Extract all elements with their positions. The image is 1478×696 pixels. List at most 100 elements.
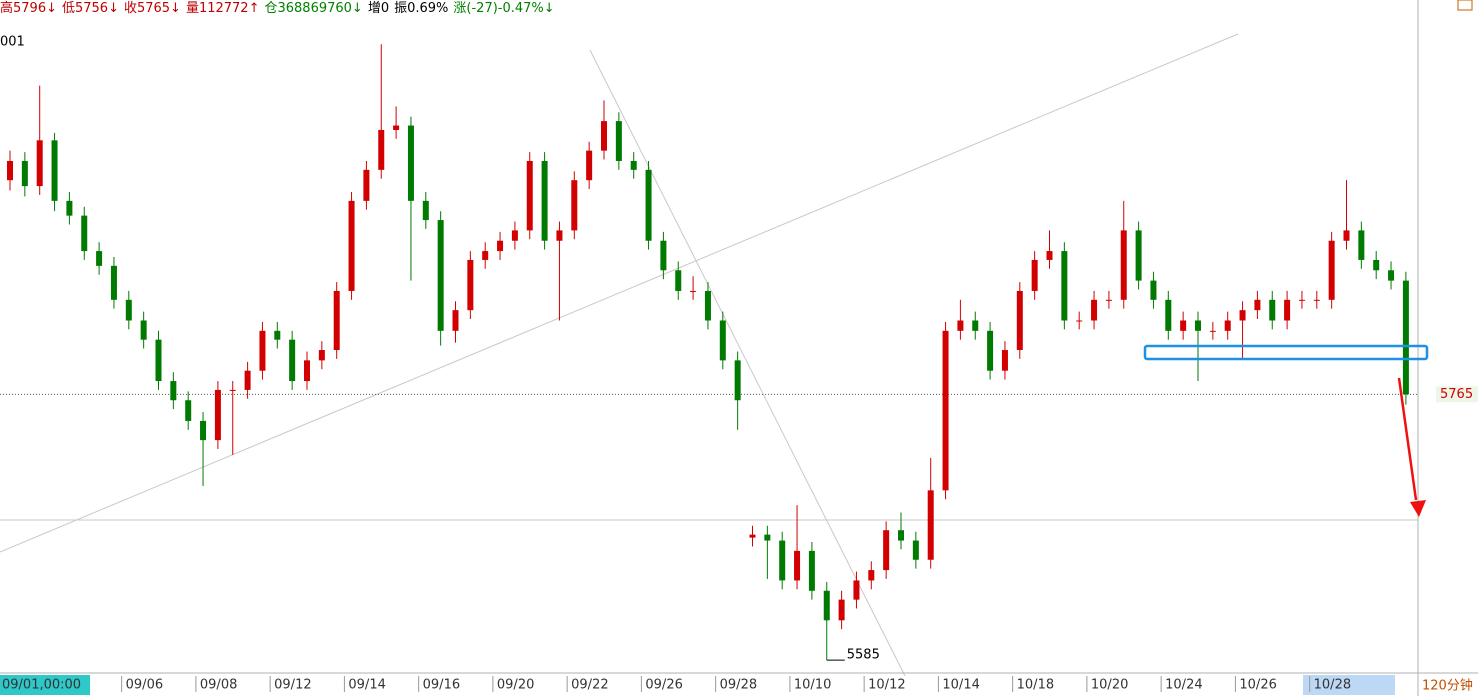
candle-body <box>21 160 28 187</box>
period-label[interactable]: 120分钟 <box>1422 678 1473 694</box>
candle-body <box>690 290 697 292</box>
stat: 收5765↓ <box>124 1 181 16</box>
candle-body <box>140 320 147 340</box>
stats-bar: 高5796↓ 低5756↓ 收5765↓ 量112772↑ 仓368869760↓ 增0 振… <box>0 0 555 16</box>
candle-body <box>1135 230 1142 281</box>
candle-body <box>348 200 355 291</box>
candle-body <box>526 160 533 231</box>
candle-body <box>289 339 296 382</box>
candle-body <box>1209 330 1216 332</box>
candle-body <box>407 125 414 201</box>
candle-body <box>1091 299 1098 321</box>
candle-body <box>125 299 132 321</box>
candle-body <box>1076 320 1083 322</box>
stat: 振0.69% <box>394 1 448 16</box>
min-label: 5585 <box>847 648 880 663</box>
x-tick-label: 09/12 <box>274 678 311 693</box>
x-tick-label: 10/12 <box>868 678 905 693</box>
stat: 仓368869760↓ <box>264 1 362 16</box>
candle-body <box>1016 290 1023 351</box>
candle-body <box>942 330 949 491</box>
candle-body <box>1358 230 1365 260</box>
candle-body <box>1105 299 1112 301</box>
date-highlight <box>1303 675 1395 695</box>
x-tick-label: 10/24 <box>1165 678 1202 693</box>
candle-body <box>274 330 281 340</box>
candle-body <box>437 220 444 331</box>
stat: 量112772↑ <box>186 1 260 16</box>
corner-label: 001 <box>0 35 25 50</box>
x-tick-label: 09/16 <box>423 678 460 693</box>
candle-body <box>185 400 192 421</box>
candle-body <box>66 200 73 216</box>
highlight-box <box>1143 344 1429 361</box>
candle-body <box>1239 310 1246 321</box>
x-tick-label: 10/18 <box>1017 678 1054 693</box>
candle-body <box>987 330 994 371</box>
candle-body <box>764 534 771 541</box>
candle-body <box>214 389 221 441</box>
x-tick-label: 10/28 <box>1314 678 1351 693</box>
candle-body <box>1343 230 1350 241</box>
panel-icon[interactable] <box>1457 0 1473 11</box>
candle-body <box>794 550 801 581</box>
candle-body <box>898 530 904 541</box>
candle-body <box>200 420 207 441</box>
candle-body <box>1313 299 1320 301</box>
trend-line <box>0 33 1239 553</box>
candle-body <box>1180 320 1187 331</box>
candle-body <box>333 290 340 351</box>
candle-body <box>96 251 103 266</box>
candle-body <box>571 180 578 231</box>
candle-body <box>586 150 593 181</box>
arrow-shaft <box>1397 377 1418 501</box>
candle-body <box>660 240 667 271</box>
cursor-date-highlight <box>0 675 90 695</box>
candle-body <box>675 270 682 291</box>
candle-body <box>1328 240 1335 300</box>
candle-body <box>229 389 236 391</box>
x-tick-label: 10/20 <box>1091 678 1128 693</box>
x-tick-label: 10/10 <box>794 678 831 693</box>
candle-body <box>1388 270 1395 281</box>
candle-body <box>556 230 563 241</box>
candle-body <box>1150 280 1157 300</box>
candle-body <box>704 290 711 321</box>
candle-body <box>259 330 266 371</box>
candle-body <box>883 530 890 571</box>
stat: 高5796↓ <box>0 0 57 16</box>
candle-body <box>155 339 162 382</box>
last-price-tag <box>1436 386 1478 403</box>
candle-body <box>630 160 637 170</box>
x-tick-label: 09/22 <box>571 678 608 693</box>
candle-body <box>541 160 548 241</box>
candle-body <box>912 540 919 560</box>
candle-body <box>779 540 786 581</box>
candle-body <box>927 490 934 560</box>
candle-body <box>1061 251 1068 321</box>
candle-body <box>601 121 607 151</box>
candle-body <box>823 590 830 621</box>
candle-body <box>36 140 43 187</box>
candle-body <box>318 350 325 361</box>
candle-body <box>51 140 58 201</box>
candle-body <box>110 265 117 300</box>
candle-body <box>81 215 88 252</box>
x-tick-label: 09/14 <box>348 678 385 693</box>
x-tick-label: 09/01,00:00 <box>2 678 81 693</box>
candle-body <box>719 320 726 361</box>
trend-line <box>589 49 906 677</box>
candle-body <box>1046 251 1053 260</box>
candle-body <box>1284 299 1291 321</box>
x-tick-label: 09/26 <box>645 678 682 693</box>
candle-body <box>615 121 622 161</box>
candle-body <box>808 550 815 591</box>
candle-body <box>497 240 504 252</box>
candle-body <box>749 534 756 538</box>
candle-body <box>467 259 474 311</box>
x-tick-label: 09/28 <box>720 678 757 693</box>
candle-body <box>957 320 964 331</box>
candle-body <box>170 381 177 401</box>
